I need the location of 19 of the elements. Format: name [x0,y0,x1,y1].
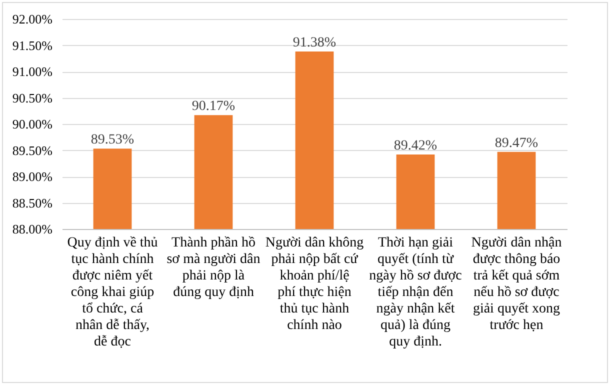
data-label: 89.47% [494,136,538,151]
x-tick-label: Thành phần hồ sơ mà người dân phải nộp là đúng quy định [166,236,260,300]
y-tick-label: 90.00% [12,116,53,132]
x-tick-label: Quy định về thủ tục hành chính được niêm yết công khai giúp tổ chức, cá nhân dễ thấy, dễ đọc [67,236,158,350]
data-label: 89.42% [394,138,438,154]
y-tick-label: 88.00% [12,222,53,236]
y-tick-label: 91.00% [12,64,53,79]
y-tick-label: 89.00% [12,169,53,184]
data-label: 91.38% [292,36,336,51]
y-tick-label: 88.50% [12,195,53,210]
data-label: 90.17% [192,99,236,114]
y-tick-label: 92.00% [12,12,53,26]
data-label: 89.53% [90,132,134,148]
x-tick-label: Người dân không phải nộp bất cứ khoản phí/lệ phí thực hiện thủ tục hành chính nào [265,236,364,333]
y-tick-label: 91.50% [12,38,53,53]
y-tick-label: 90.50% [12,90,53,106]
x-tick-label: Người dân nhận được thông báo trả kết quả sớm nếu hồ sơ được giải quyết xong trước hẹn [471,236,562,333]
y-tick-label: 89.50% [12,142,53,158]
x-tick-label: Thời hạn giải quyết (tính từ ngày hồ sơ được tiếp nhận đến ngày nhận kết quả) là đúng quy định. [369,236,462,350]
